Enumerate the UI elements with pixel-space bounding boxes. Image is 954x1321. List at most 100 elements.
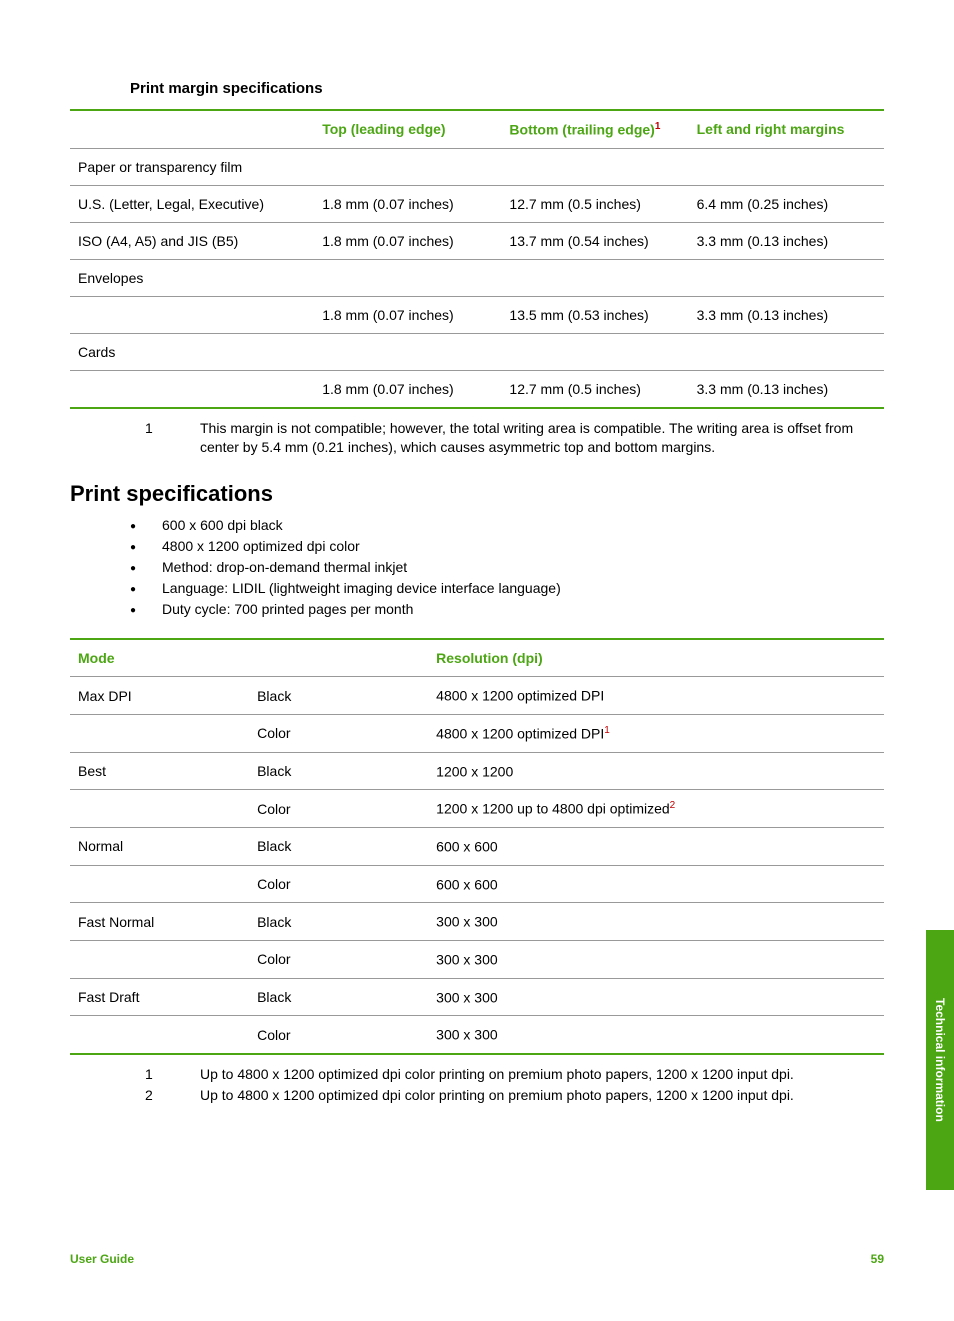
table-row: Envelopes [70,259,884,296]
cell: Fast Normal [70,903,249,941]
cell: Fast Draft [70,978,249,1016]
table-row: NormalBlack600 x 600 [70,828,884,866]
cell: Black [249,903,428,941]
print-spec-heading: Print specifications [70,481,884,507]
margin-th-0 [70,110,314,148]
table-row: 1.8 mm (0.07 inches) 13.5 mm (0.53 inche… [70,296,884,333]
list-item: 600 x 600 dpi black [162,515,884,536]
cell: Black [249,828,428,866]
cell: Black [249,978,428,1016]
footnote-text: Up to 4800 x 1200 optimized dpi color pr… [200,1086,794,1105]
cell: 1.8 mm (0.07 inches) [314,185,501,222]
table-row: Color300 x 300 [70,1016,884,1054]
table-row: U.S. (Letter, Legal, Executive) 1.8 mm (… [70,185,884,222]
table-row: 1.8 mm (0.07 inches) 12.7 mm (0.5 inches… [70,370,884,408]
cell: 300 x 300 [428,1016,884,1054]
footnote-number: 1 [145,1065,200,1084]
cell [689,148,884,185]
cell [70,865,249,903]
page-footer: User Guide 59 [70,1252,884,1266]
footnote-text: This margin is not compatible; however, … [200,419,864,457]
cell [70,370,314,408]
list-item: Language: LIDIL (lightweight imaging dev… [162,578,884,599]
print-footnote-2: 2 Up to 4800 x 1200 optimized dpi color … [145,1086,864,1105]
table-row: Color600 x 600 [70,865,884,903]
cell: ISO (A4, A5) and JIS (B5) [70,222,314,259]
cell: 600 x 600 [428,828,884,866]
print-spec-table: Mode Resolution (dpi) Max DPIBlack4800 x… [70,638,884,1055]
print-footnote-1: 1 Up to 4800 x 1200 optimized dpi color … [145,1065,864,1084]
margin-th-2: Bottom (trailing edge)1 [501,110,688,148]
table-row: ISO (A4, A5) and JIS (B5) 1.8 mm (0.07 i… [70,222,884,259]
cell [70,1016,249,1054]
cell: Black [249,677,428,715]
table-row: Paper or transparency film [70,148,884,185]
cell: 6.4 mm (0.25 inches) [689,185,884,222]
margin-section-title: Print margin specifications [130,80,884,97]
cell: 3.3 mm (0.13 inches) [689,370,884,408]
table-row: Fast DraftBlack300 x 300 [70,978,884,1016]
print-th-1 [249,639,428,677]
sup-icon: 2 [670,800,676,811]
print-table-header-row: Mode Resolution (dpi) [70,639,884,677]
cell: 3.3 mm (0.13 inches) [689,296,884,333]
margin-th-1: Top (leading edge) [314,110,501,148]
margin-footnote: 1 This margin is not compatible; however… [145,419,864,457]
cell: 600 x 600 [428,865,884,903]
cell: 4800 x 1200 optimized DPI1 [428,715,884,753]
cell: 300 x 300 [428,941,884,979]
cell: 1200 x 1200 up to 4800 dpi optimized2 [428,790,884,828]
cell: 3.3 mm (0.13 inches) [689,222,884,259]
footnote-number: 2 [145,1086,200,1105]
cell: 1.8 mm (0.07 inches) [314,370,501,408]
cell: Max DPI [70,677,249,715]
footnote-number: 1 [145,419,200,457]
table-row: Cards [70,333,884,370]
cell: Color [249,1016,428,1054]
cell: U.S. (Letter, Legal, Executive) [70,185,314,222]
cell: 13.5 mm (0.53 inches) [501,296,688,333]
cell: Color [249,715,428,753]
table-row: Color300 x 300 [70,941,884,979]
cell: Best [70,752,249,790]
cell: 13.7 mm (0.54 inches) [501,222,688,259]
margin-table-header-row: Top (leading edge) Bottom (trailing edge… [70,110,884,148]
cell: 4800 x 1200 optimized DPI [428,677,884,715]
cell: 1.8 mm (0.07 inches) [314,296,501,333]
cell: 12.7 mm (0.5 inches) [501,370,688,408]
cell [70,941,249,979]
table-row: Color4800 x 1200 optimized DPI1 [70,715,884,753]
sup-icon: 1 [604,725,610,736]
cell: Black [249,752,428,790]
print-th-2: Resolution (dpi) [428,639,884,677]
cell: Color [249,865,428,903]
cell: 300 x 300 [428,978,884,1016]
group-label: Envelopes [70,259,689,296]
cell: 12.7 mm (0.5 inches) [501,185,688,222]
list-item: Method: drop-on-demand thermal inkjet [162,557,884,578]
table-row: Max DPIBlack4800 x 1200 optimized DPI [70,677,884,715]
print-spec-bullets: 600 x 600 dpi black 4800 x 1200 optimize… [162,515,884,620]
cell [70,296,314,333]
table-row: Color1200 x 1200 up to 4800 dpi optimize… [70,790,884,828]
cell [70,790,249,828]
cell [689,259,884,296]
cell [689,333,884,370]
cell: Color [249,790,428,828]
cell: 1200 x 1200 [428,752,884,790]
cell: Color [249,941,428,979]
cell: Normal [70,828,249,866]
list-item: 4800 x 1200 optimized dpi color [162,536,884,557]
margin-th-2-sup: 1 [655,121,661,132]
margin-table: Top (leading edge) Bottom (trailing edge… [70,109,884,409]
margin-th-3: Left and right margins [689,110,884,148]
table-row: Fast NormalBlack300 x 300 [70,903,884,941]
cell: 1.8 mm (0.07 inches) [314,222,501,259]
side-tab: Technical information [926,930,954,1190]
footer-right: 59 [871,1252,884,1266]
table-row: BestBlack1200 x 1200 [70,752,884,790]
cell: 300 x 300 [428,903,884,941]
list-item: Duty cycle: 700 printed pages per month [162,599,884,620]
footer-left: User Guide [70,1252,134,1266]
cell [70,715,249,753]
